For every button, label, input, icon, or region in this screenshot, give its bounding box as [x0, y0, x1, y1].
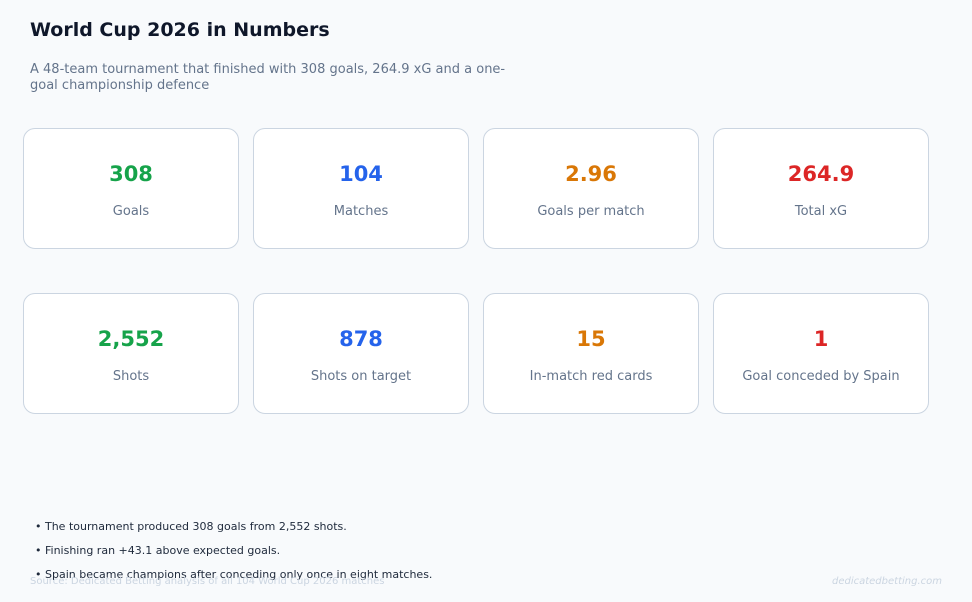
stat-value: 264.9 — [787, 162, 855, 186]
watermark: dedicatedbetting.com — [831, 576, 942, 587]
source-credit: Source: Dedicated Betting analysis of al… — [30, 576, 385, 587]
note-item: • Finishing ran +43.1 above expected goa… — [35, 544, 281, 557]
stat-card-matches: 104 Matches — [253, 128, 469, 249]
stat-card-goals: 308 Goals — [23, 128, 239, 249]
stat-card-goals-per-match: 2.96 Goals per match — [483, 128, 699, 249]
stat-card-spain-conceded: 1 Goal conceded by Spain — [713, 293, 929, 414]
stat-label: Total xG — [794, 204, 848, 219]
stat-value: 2.96 — [565, 162, 617, 186]
page-title: World Cup 2026 in Numbers — [30, 19, 330, 41]
stat-label: Matches — [333, 204, 389, 219]
stat-value: 878 — [339, 327, 383, 351]
stat-value: 308 — [109, 162, 153, 186]
stat-value: 15 — [576, 327, 606, 351]
stat-card-shots-on-target: 878 Shots on target — [253, 293, 469, 414]
stat-label: Shots on target — [310, 369, 412, 384]
stat-card-total-xg: 264.9 Total xG — [713, 128, 929, 249]
stat-value: 2,552 — [97, 327, 165, 351]
page-subtitle: A 48-team tournament that finished with … — [30, 62, 506, 93]
note-item: • The tournament produced 308 goals from… — [35, 520, 347, 533]
stat-label: Goals — [112, 204, 150, 219]
note-item: • Spain became champions after conceding… — [35, 568, 433, 581]
stat-value: 1 — [813, 327, 829, 351]
stat-label: Goal conceded by Spain — [742, 369, 900, 384]
stat-label: Goals per match — [537, 204, 645, 219]
stat-card-red-cards: 15 In-match red cards — [483, 293, 699, 414]
stat-value: 104 — [339, 162, 383, 186]
stat-label: In-match red cards — [529, 369, 653, 384]
stat-card-shots: 2,552 Shots — [23, 293, 239, 414]
notes-list: • The tournament produced 308 goals from… — [35, 520, 432, 592]
stat-label: Shots — [112, 369, 150, 384]
